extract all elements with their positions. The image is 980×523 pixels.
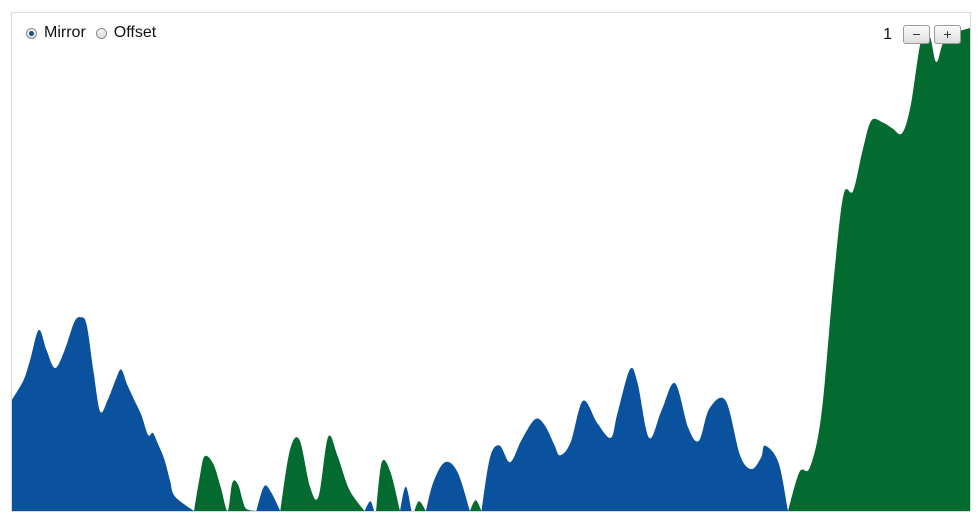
mode-option-offset[interactable]: Offset bbox=[95, 24, 157, 42]
horizon-band-positive-5 bbox=[376, 459, 400, 511]
zoom-level: 1 bbox=[883, 25, 892, 43]
horizon-band-positive-11 bbox=[787, 27, 970, 511]
horizon-band-positive-9 bbox=[469, 500, 482, 511]
horizon-band-negative-0 bbox=[12, 317, 195, 511]
horizon-band-negative-6 bbox=[399, 486, 412, 511]
horizon-chart bbox=[12, 27, 970, 511]
horizon-band-negative-10 bbox=[481, 367, 788, 511]
horizon-band-negative-2 bbox=[256, 485, 281, 511]
zoom-out-button[interactable]: − bbox=[903, 25, 930, 44]
zoom-in-button[interactable]: + bbox=[934, 25, 961, 44]
zoom-controls: 1 − + bbox=[883, 25, 961, 44]
horizon-band-positive-3 bbox=[280, 435, 365, 511]
horizon-band-positive-7 bbox=[414, 501, 426, 511]
offset-label: Offset bbox=[113, 24, 157, 41]
horizon-band-positive-1 bbox=[194, 455, 257, 511]
mirror-label: Mirror bbox=[44, 24, 86, 41]
offset-radio[interactable] bbox=[95, 27, 107, 39]
mode-option-mirror[interactable]: Mirror bbox=[26, 24, 86, 42]
horizon-band-negative-8 bbox=[425, 461, 470, 511]
mode-selector: Mirror Offset bbox=[26, 24, 166, 42]
chart-frame bbox=[11, 12, 971, 512]
mirror-radio[interactable] bbox=[26, 27, 37, 39]
horizon-band-negative-4 bbox=[364, 501, 375, 511]
